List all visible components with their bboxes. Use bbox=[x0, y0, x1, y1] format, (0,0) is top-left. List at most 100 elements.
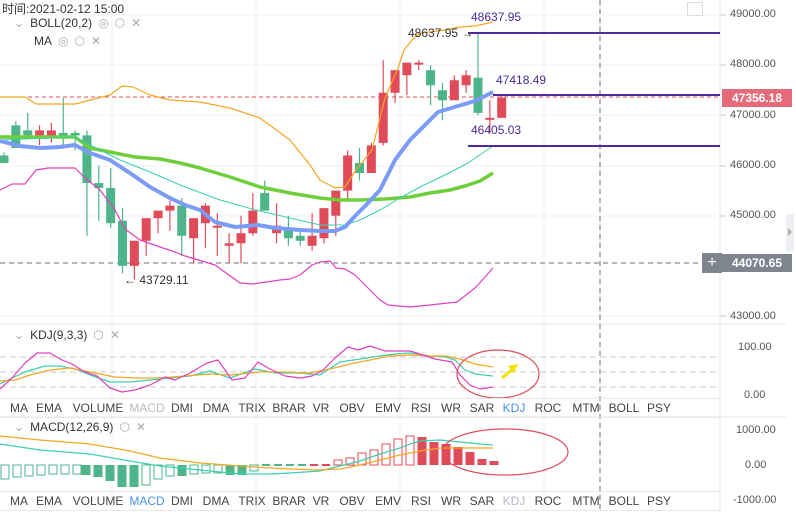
candle-down bbox=[437, 90, 447, 101]
tab-sar[interactable]: SAR bbox=[469, 494, 495, 508]
tab-dmi[interactable]: DMI bbox=[171, 401, 193, 415]
tab-dma[interactable]: DMA bbox=[202, 401, 230, 415]
macd-bar-hollow bbox=[345, 457, 355, 466]
macd-bar bbox=[117, 465, 127, 487]
tab-macd[interactable]: MACD bbox=[129, 401, 165, 415]
macd-bar bbox=[310, 464, 318, 466]
eye-icon[interactable]: ◎ bbox=[98, 16, 109, 30]
gear-icon[interactable]: ⬡ bbox=[93, 328, 104, 342]
macd-bar-hollow bbox=[72, 464, 82, 475]
tab-dma[interactable]: DMA bbox=[202, 494, 230, 508]
tab-wr[interactable]: WR bbox=[441, 401, 461, 415]
mid-level-label: 47418.49 bbox=[496, 73, 547, 87]
boll-lower-line bbox=[0, 167, 494, 308]
tab-rsi[interactable]: RSI bbox=[410, 401, 431, 415]
tab-emv[interactable]: EMV bbox=[374, 401, 401, 415]
tab-kdj[interactable]: KDJ bbox=[502, 401, 526, 415]
macd-bar bbox=[105, 465, 115, 481]
gear-icon[interactable]: ⬡ bbox=[119, 420, 130, 434]
tab-mtm[interactable]: MTM bbox=[572, 401, 600, 415]
tab-sar[interactable]: SAR bbox=[469, 401, 495, 415]
macd-bar-hollow bbox=[393, 438, 403, 466]
upper-level-label: 48637.95 bbox=[471, 10, 522, 24]
macd-bar bbox=[465, 452, 475, 465]
candle-up bbox=[236, 233, 246, 244]
eye-icon[interactable]: ◎ bbox=[58, 34, 69, 48]
tab-roc[interactable]: ROC bbox=[534, 494, 562, 508]
tab-ema[interactable]: EMA bbox=[35, 494, 62, 508]
macd-bar-hollow bbox=[12, 464, 22, 478]
macd-bar-hollow bbox=[153, 464, 163, 480]
gear-icon[interactable]: ⬡ bbox=[114, 16, 126, 30]
macd-bar bbox=[129, 465, 139, 487]
ma-mid-line bbox=[0, 136, 494, 226]
macd-legend: ⌄ MACD(12,26,9) ⬡ ✕ bbox=[14, 420, 146, 434]
tab-dmi[interactable]: DMI bbox=[171, 494, 193, 508]
chevron-down-icon[interactable]: ⌄ bbox=[14, 16, 25, 30]
tab-obv[interactable]: OBV bbox=[339, 401, 365, 415]
candle-up bbox=[189, 218, 199, 239]
tab-emv[interactable]: EMV bbox=[374, 494, 401, 508]
close-icon[interactable]: ✕ bbox=[131, 16, 142, 30]
chevron-down-icon[interactable]: ⌄ bbox=[14, 328, 25, 342]
tab-ma[interactable]: MA bbox=[10, 494, 28, 508]
macd-bar bbox=[441, 444, 451, 465]
tab-trix[interactable]: TRIX bbox=[238, 401, 266, 415]
fullscreen-button[interactable] bbox=[687, 2, 703, 16]
tab-psy[interactable]: PSY bbox=[646, 494, 671, 508]
close-icon[interactable]: ✕ bbox=[90, 34, 102, 48]
macd-bar-hollow bbox=[333, 459, 343, 466]
gear-icon[interactable]: ⬡ bbox=[74, 34, 85, 48]
tab-volume[interactable]: VOLUME bbox=[72, 401, 124, 415]
tab-obv[interactable]: OBV bbox=[339, 494, 365, 508]
candle-up bbox=[390, 70, 400, 93]
tab-mtm[interactable]: MTM bbox=[572, 494, 600, 508]
tab-boll[interactable]: BOLL bbox=[608, 401, 640, 415]
tab-kdj[interactable]: KDJ bbox=[502, 494, 526, 508]
tab-macd[interactable]: MACD bbox=[129, 494, 165, 508]
tab-vr[interactable]: VR bbox=[312, 401, 330, 415]
tab-volume[interactable]: VOLUME bbox=[72, 494, 124, 508]
tab-boll[interactable]: BOLL bbox=[608, 494, 640, 508]
yellow-arrowhead-icon bbox=[508, 364, 518, 373]
close-icon[interactable]: ✕ bbox=[109, 328, 120, 342]
macd-bar bbox=[429, 442, 439, 465]
macd-y-tick: 1000.00 bbox=[736, 424, 776, 436]
macd-bar bbox=[322, 464, 330, 466]
kdj-y-tick: 0.00 bbox=[744, 389, 766, 401]
macd-bar bbox=[453, 447, 463, 465]
tab-roc[interactable]: ROC bbox=[534, 401, 562, 415]
tab-ma[interactable]: MA bbox=[10, 401, 28, 415]
macd-y-tick: 0.00 bbox=[745, 459, 767, 471]
macd-bar-hollow bbox=[249, 464, 259, 472]
tab-brar[interactable]: BRAR bbox=[272, 401, 306, 415]
candle-down bbox=[70, 132, 80, 136]
y-tick: 47000.00 bbox=[730, 109, 776, 121]
tab-ema[interactable]: EMA bbox=[35, 401, 62, 415]
kdj-y-tick: 100.00 bbox=[738, 341, 772, 353]
collapse-panel-handle[interactable] bbox=[786, 214, 794, 252]
candle-down bbox=[177, 205, 187, 236]
ma-long-line bbox=[0, 135, 494, 202]
kdj-legend-label: KDJ(9,3,3) bbox=[30, 328, 88, 342]
macd-bar-hollow bbox=[165, 464, 175, 477]
tab-wr[interactable]: WR bbox=[441, 494, 461, 508]
highlight-ellipse-macd bbox=[441, 428, 569, 476]
tab-psy[interactable]: PSY bbox=[646, 401, 671, 415]
boll-mid-line bbox=[0, 90, 494, 233]
crosshair-price-tag: 44070.65 bbox=[722, 254, 792, 272]
macd-bar bbox=[225, 465, 235, 475]
tab-rsi[interactable]: RSI bbox=[410, 494, 431, 508]
tab-brar[interactable]: BRAR bbox=[272, 494, 306, 508]
candle-up bbox=[46, 130, 56, 138]
macd-bar-hollow bbox=[201, 464, 211, 474]
add-crosshair-button[interactable]: + bbox=[702, 253, 722, 273]
tab-vr[interactable]: VR bbox=[312, 494, 330, 508]
macd-bar-hollow bbox=[24, 464, 34, 477]
tab-trix[interactable]: TRIX bbox=[238, 494, 266, 508]
close-icon[interactable]: ✕ bbox=[135, 420, 146, 434]
chevron-down-icon[interactable]: ⌄ bbox=[14, 420, 25, 434]
y-tick: 43000.00 bbox=[730, 310, 776, 322]
